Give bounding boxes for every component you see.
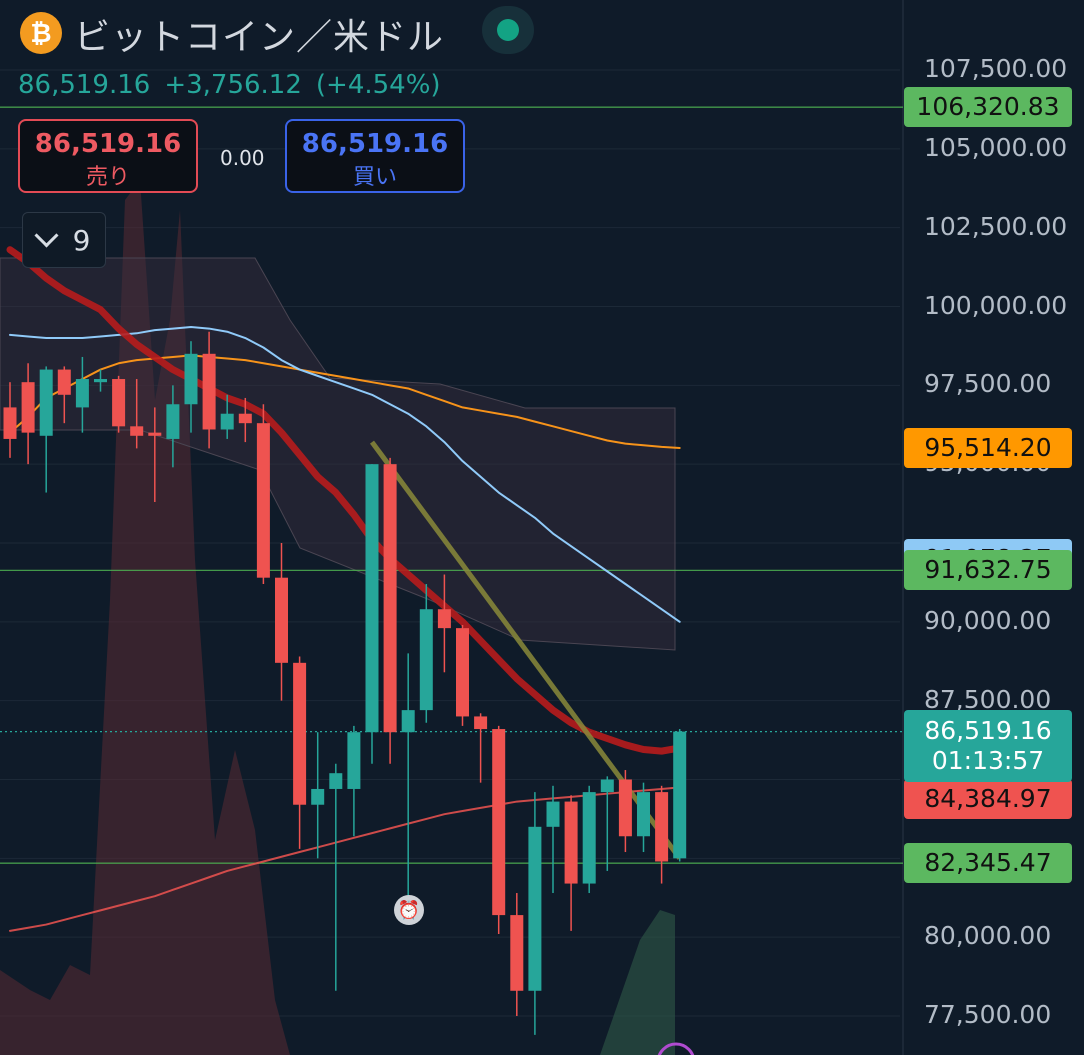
candle-body [383, 464, 397, 733]
candle-body [564, 801, 578, 884]
candle-body [311, 788, 325, 805]
candle-body [3, 407, 17, 439]
price-tick-label: 97,500.00 [924, 369, 1052, 399]
current-price-tag[interactable]: 86,519.16 01:13:57 [904, 709, 1072, 782]
ichimoku-cloud [0, 257, 676, 651]
candle-body [347, 732, 361, 789]
candle-body [275, 577, 288, 663]
candle-body [528, 826, 542, 991]
buy-price: 86,519.16 [301, 129, 449, 159]
candle-body [600, 779, 614, 793]
chevron-down-icon [34, 222, 59, 248]
price-level-tag[interactable]: 84,384.97 [904, 778, 1072, 819]
price-tick-label: 102,500.00 [924, 211, 1068, 241]
candle-body [21, 382, 35, 433]
candle-body [94, 379, 107, 383]
price-change: +3,756.12 [164, 70, 302, 100]
price-level-tag[interactable]: 82,345.47 [904, 843, 1072, 884]
price-level-tag[interactable]: 91,632.75 [904, 550, 1072, 591]
sell-button[interactable]: 86,519.16 売り [18, 119, 198, 193]
candle-countdown: 01:13:57 [931, 745, 1045, 775]
indicator-count: 9 [72, 223, 91, 257]
buy-button[interactable]: 86,519.16 買い [285, 119, 465, 193]
volume-area [0, 180, 290, 1055]
spread-value: 0.00 [220, 146, 265, 170]
current-price-label: 86,519.16 [924, 715, 1052, 745]
indicators-toggle-button[interactable]: 9 [22, 212, 106, 268]
candle-body [673, 731, 687, 859]
candle-body [401, 710, 415, 733]
candle-body [655, 792, 669, 862]
candle-body [166, 404, 180, 439]
candle-body [75, 379, 89, 408]
candle-body [184, 353, 198, 405]
candle-body [492, 729, 506, 916]
ma-line-red [6, 246, 684, 755]
candle-body [419, 609, 433, 711]
status-dot-icon [497, 19, 519, 41]
bitcoin-icon: ₿ [20, 12, 62, 54]
price-level-tag[interactable]: 95,514.20 [904, 427, 1072, 468]
candle-body [329, 773, 343, 789]
candle-body [148, 432, 162, 436]
chart-header: ₿ ビットコイン／米ドル [0, 0, 900, 60]
candle-body [57, 369, 71, 395]
ma-line-orange [9, 354, 681, 449]
price-tick-label: 77,500.00 [924, 1000, 1052, 1029]
candle-body [474, 716, 488, 730]
ma-line-pink [9, 786, 681, 932]
price-tick-label: 100,000.00 [924, 290, 1068, 320]
buy-label: 買い [352, 165, 397, 190]
price-summary: 86,519.16 +3,756.12 (+4.54%) [18, 70, 455, 100]
price-tick-label: 90,000.00 [924, 605, 1052, 635]
candle-body [618, 779, 632, 837]
symbol-title[interactable]: ビットコイン／米ドル [74, 17, 445, 58]
event-marker-icon [657, 1042, 695, 1055]
candle-body [546, 801, 560, 827]
alarm-clock-icon[interactable]: ⏰ [394, 895, 424, 925]
volume-area-recent [600, 910, 675, 1055]
candle-body [582, 792, 596, 884]
candle-body [293, 662, 307, 805]
sell-price: 86,519.16 [34, 129, 182, 159]
candle-body [637, 792, 650, 837]
candle-body [130, 426, 144, 436]
candle-body [437, 609, 451, 629]
candle-body [238, 413, 252, 424]
candle-body [39, 369, 53, 436]
price-tick-label: 80,000.00 [924, 921, 1052, 951]
candle-body [220, 413, 234, 430]
last-price: 86,519.16 [18, 70, 151, 100]
candle-body [256, 423, 270, 578]
candle-body [510, 915, 524, 991]
sell-label: 売り [85, 165, 130, 190]
candle-body [365, 464, 379, 733]
price-tick-label: 107,500.00 [924, 54, 1068, 83]
candle-body [456, 628, 469, 717]
market-status-indicator[interactable] [482, 6, 534, 54]
price-level-tag[interactable]: 106,320.83 [904, 87, 1072, 128]
price-change-percent: (+4.54%) [315, 70, 441, 100]
price-tick-label: 87,500.00 [924, 684, 1052, 714]
candle-body [112, 379, 126, 427]
price-tick-label: 105,000.00 [924, 132, 1068, 162]
candle-body [202, 353, 216, 430]
